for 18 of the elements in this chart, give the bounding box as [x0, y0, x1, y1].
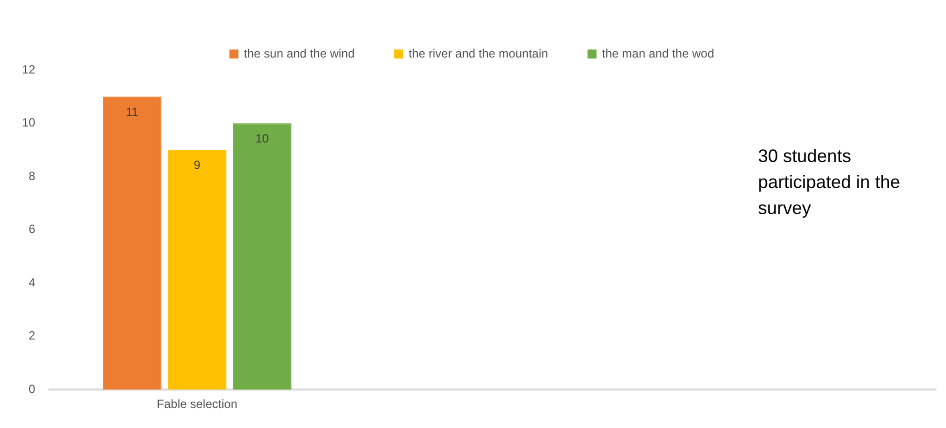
data-label: 10 [255, 132, 270, 146]
y-tick-label: 8 [28, 168, 36, 183]
bar [102, 96, 162, 390]
y-tick-label: 2 [28, 328, 36, 343]
y-tick-label: 4 [28, 275, 36, 290]
data-label: 9 [194, 158, 201, 172]
bar [232, 123, 292, 390]
y-tick-label: 12 [22, 62, 36, 76]
y-tick-label: 6 [28, 222, 36, 236]
y-tick-label: 10 [22, 116, 36, 130]
data-label: 11 [126, 104, 139, 119]
y-tick-label: 0 [28, 382, 36, 396]
bar [168, 150, 226, 390]
x-tick-label: Fable selection [156, 397, 238, 412]
legend-label: the man and the wod [602, 46, 714, 60]
legend-label: the river and the mountain [408, 46, 548, 60]
annotation: 30 students participated in the survey [758, 145, 902, 220]
legend-label: the sun and the wind [244, 46, 355, 60]
